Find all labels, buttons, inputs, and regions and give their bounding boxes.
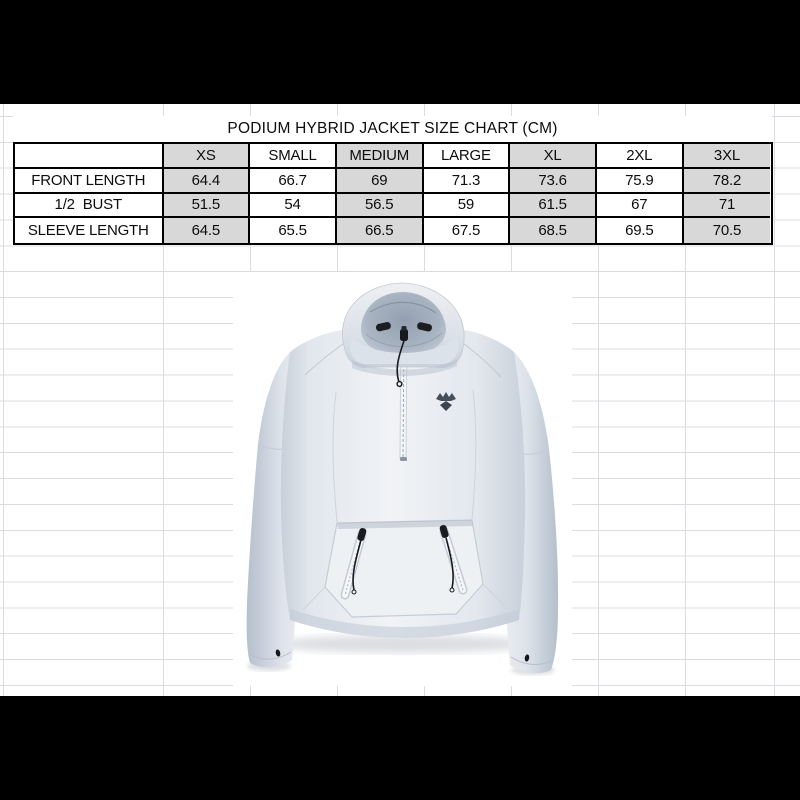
hood-inner-lining <box>360 292 446 356</box>
size-cell: 66.5 <box>336 218 424 243</box>
size-cell: 69.5 <box>597 218 684 243</box>
sheet-gridline-vertical <box>163 104 164 696</box>
left-pocket-zipper-pull <box>357 527 367 541</box>
size-cell: 67 <box>596 193 684 219</box>
left-drawcord-toggle <box>375 322 391 332</box>
right-pocket-zipper-pull <box>439 524 449 538</box>
column-header-large: LARGE <box>423 144 511 169</box>
size-chart-title: PODIUM HYBRID JACKET SIZE CHART (CM) <box>13 116 772 142</box>
size-cell: 69 <box>336 168 424 194</box>
sheet-gridline-vertical <box>598 104 599 696</box>
size-cell: 64.4 <box>163 168 251 194</box>
size-cell: 54 <box>250 193 337 219</box>
sheet-gridline-vertical <box>685 104 686 696</box>
column-header-small: SMALL <box>250 144 337 169</box>
sheet-gridline-vertical <box>774 104 775 696</box>
row-label-sleeve-length: SLEEVE LENGTH <box>15 218 164 243</box>
product-image <box>233 272 572 686</box>
size-cell: 71.3 <box>423 168 511 194</box>
corner-cell <box>15 144 164 169</box>
column-header-2xl: 2XL <box>596 144 684 169</box>
brand-logo <box>436 392 456 411</box>
size-cell: 73.6 <box>510 168 597 194</box>
right-cuff-eyelet <box>524 654 530 662</box>
size-cell: 67.5 <box>424 218 511 243</box>
size-cell: 56.5 <box>336 193 424 219</box>
size-cell: 59 <box>423 193 511 219</box>
size-chart-table: XS SMALL MEDIUM LARGE XL 2XL 3XL FRONT L… <box>13 142 773 245</box>
row-label-front-length: FRONT LENGTH <box>15 168 164 194</box>
column-header-xl: XL <box>510 144 597 169</box>
sheet-gridline-vertical <box>3 104 4 696</box>
size-cell: 78.2 <box>683 168 771 194</box>
letterbox-top <box>0 0 800 104</box>
size-cell: 70.5 <box>683 218 771 243</box>
left-cuff-eyelet <box>275 649 281 657</box>
size-cell: 68.5 <box>510 218 597 243</box>
right-drawcord-toggle <box>417 322 432 332</box>
size-cell: 71 <box>683 193 771 219</box>
main-zipper-slider <box>400 329 408 341</box>
size-cell: 61.5 <box>510 193 597 219</box>
column-header-xs: XS <box>163 144 251 169</box>
spreadsheet-area: PODIUM HYBRID JACKET SIZE CHART (CM) XS … <box>0 104 800 696</box>
size-cell: 51.5 <box>163 193 251 219</box>
size-cell: 64.5 <box>163 218 251 243</box>
size-cell: 65.5 <box>250 218 337 243</box>
column-header-3xl: 3XL <box>683 144 771 169</box>
size-cell: 75.9 <box>596 168 684 194</box>
ground-shadow <box>274 635 534 653</box>
size-cell: 66.7 <box>250 168 337 194</box>
collar <box>350 337 459 364</box>
jacket-hem <box>290 609 519 638</box>
jacket-illustration <box>246 282 559 675</box>
row-label-half-bust: 1/2 BUST <box>15 193 164 219</box>
letterbox-bottom <box>0 696 800 800</box>
column-header-medium: MEDIUM <box>336 144 424 169</box>
